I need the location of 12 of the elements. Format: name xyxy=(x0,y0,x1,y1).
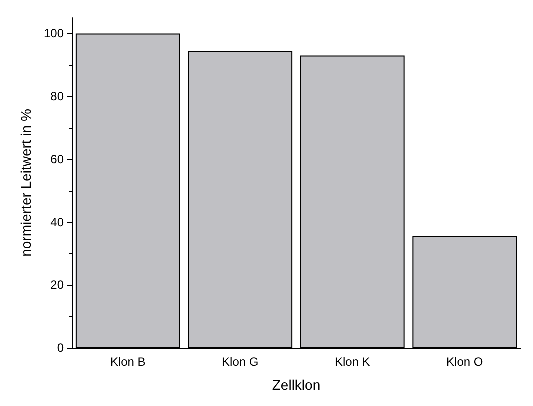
x-tick-label: Klon B xyxy=(110,355,146,369)
y-tick-label: 40 xyxy=(50,215,64,230)
y-tick-label: 0 xyxy=(57,341,64,355)
x-tick-label: Klon G xyxy=(222,355,259,369)
x-tick-label: Klon O xyxy=(446,355,484,369)
y-tick-label: 80 xyxy=(50,90,64,104)
x-axis-title: Zellklon xyxy=(272,377,321,393)
x-tick-label: Klon K xyxy=(334,355,370,369)
y-axis-title: normierter Leitwert in % xyxy=(18,109,34,257)
y-tick-label: 60 xyxy=(50,152,64,166)
y-tick-label: 100 xyxy=(44,26,64,41)
y-tick-label: 20 xyxy=(50,278,64,292)
